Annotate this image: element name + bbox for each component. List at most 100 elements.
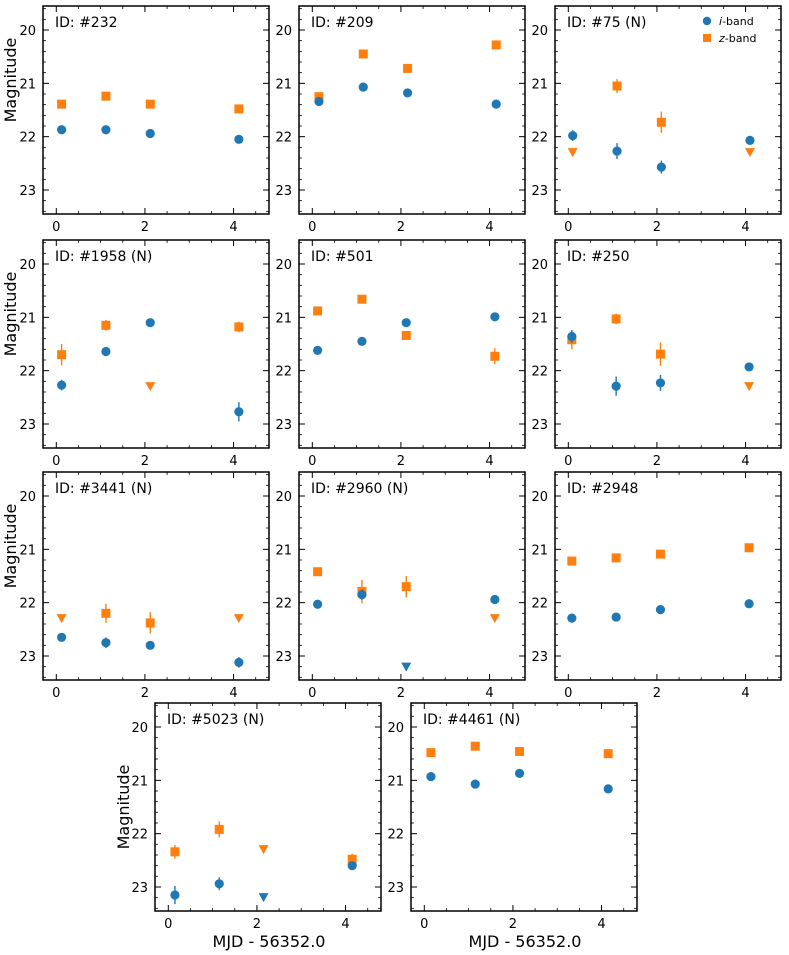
x-tick-label: 2 bbox=[397, 686, 405, 701]
panel-6: 0 2 4 20 21 22 23 ID: #250 bbox=[531, 239, 782, 469]
x-tick-label: 2 bbox=[653, 220, 661, 235]
panel-10: 0 2 4 20 21 22 23 ID: #5023 (N) bbox=[131, 702, 382, 932]
panel-id-label: ID: #1958 (N) bbox=[55, 249, 152, 265]
xlabel-left: MJD - 56352.0 bbox=[213, 932, 326, 951]
x-tick-label: 4 bbox=[485, 220, 493, 235]
x-tick-label: 0 bbox=[308, 220, 316, 235]
i-band-point bbox=[358, 82, 368, 92]
panel-frame bbox=[554, 471, 782, 681]
z-band-point bbox=[470, 741, 480, 751]
x-tick-label: 0 bbox=[52, 686, 60, 701]
y-tick-label: 21 bbox=[275, 543, 292, 558]
y-tick-label: 21 bbox=[19, 77, 36, 92]
i-band-point bbox=[426, 772, 436, 782]
i-band-point bbox=[313, 345, 323, 355]
i-band-point bbox=[744, 599, 754, 609]
z-band-point bbox=[57, 350, 67, 360]
z-band-point bbox=[313, 306, 323, 316]
z-band-point bbox=[611, 314, 621, 324]
z-band-point bbox=[234, 322, 244, 332]
z-band-upper-limit bbox=[567, 148, 578, 158]
z-band-point bbox=[491, 40, 501, 50]
x-tick-label: 2 bbox=[141, 220, 149, 235]
y-tick-label: 21 bbox=[387, 774, 404, 789]
i-band-point bbox=[313, 599, 323, 609]
i-band-point bbox=[234, 657, 244, 668]
legend-label-z: z-band bbox=[718, 32, 756, 45]
y-tick-label: 20 bbox=[387, 721, 404, 736]
i-band-point bbox=[745, 135, 755, 145]
y-tick-label: 23 bbox=[19, 650, 36, 665]
i-band-point bbox=[402, 88, 413, 98]
x-tick-label: 0 bbox=[564, 454, 572, 469]
z-band-point bbox=[145, 99, 155, 109]
i-band-point bbox=[214, 879, 224, 889]
panel-frame bbox=[298, 471, 526, 681]
x-tick-label: 4 bbox=[229, 220, 237, 235]
i-band-point bbox=[145, 318, 155, 328]
z-band-upper-limit bbox=[489, 614, 500, 624]
z-band-point bbox=[101, 91, 111, 101]
i-band-point bbox=[57, 380, 67, 390]
x-tick-label: 4 bbox=[741, 686, 749, 701]
z-band-point bbox=[655, 349, 665, 359]
i-band-point bbox=[357, 590, 367, 600]
y-tick-label: 23 bbox=[387, 881, 404, 896]
y-tick-label: 23 bbox=[275, 418, 292, 433]
z-band-point bbox=[611, 553, 621, 563]
x-tick-label: 2 bbox=[253, 917, 261, 932]
panel-frame bbox=[298, 5, 526, 215]
legend: i-band z-band bbox=[702, 15, 756, 45]
legend-label-i: i-band bbox=[719, 15, 754, 28]
x-tick-label: 4 bbox=[741, 454, 749, 469]
y-tick-label: 20 bbox=[275, 490, 292, 505]
legend-band-suffix: -band bbox=[722, 15, 754, 28]
y-tick-label: 23 bbox=[19, 418, 36, 433]
i-band-point bbox=[357, 336, 367, 346]
i-band-point bbox=[656, 162, 666, 172]
panel-id-label: ID: #2948 bbox=[567, 481, 638, 497]
panel-11: 0 2 4 20 21 22 23 ID: #4461 (N) bbox=[387, 702, 638, 932]
y-tick-label: 20 bbox=[19, 490, 36, 505]
legend-i-marker bbox=[702, 16, 712, 26]
panel-id-label: ID: #5023 (N) bbox=[167, 712, 264, 728]
z-band-upper-limit bbox=[233, 614, 244, 624]
y-tick-label: 22 bbox=[275, 131, 292, 146]
y-tick-label: 20 bbox=[131, 721, 148, 736]
y-tick-label: 20 bbox=[19, 258, 36, 273]
y-tick-label: 22 bbox=[387, 828, 404, 843]
i-band-point bbox=[567, 613, 577, 623]
i-band-point bbox=[655, 378, 666, 388]
i-band-point bbox=[611, 612, 621, 622]
i-band-point bbox=[491, 99, 501, 109]
y-tick-label: 20 bbox=[531, 24, 548, 39]
ylabel-row-1: Magnitude bbox=[1, 38, 20, 123]
i-band-point bbox=[490, 312, 500, 322]
y-tick-label: 22 bbox=[131, 828, 148, 843]
panel-9: 0 2 4 20 21 22 23 ID: #2948 bbox=[531, 471, 782, 701]
x-tick-label: 2 bbox=[653, 454, 661, 469]
x-tick-label: 4 bbox=[229, 454, 237, 469]
z-band-point bbox=[170, 847, 180, 857]
x-tick-label: 4 bbox=[741, 220, 749, 235]
z-band-upper-limit bbox=[56, 614, 67, 624]
x-tick-label: 2 bbox=[397, 220, 405, 235]
i-band-point bbox=[347, 861, 357, 871]
x-tick-label: 2 bbox=[141, 454, 149, 469]
z-band-point bbox=[357, 294, 367, 304]
i-band-point bbox=[611, 381, 621, 391]
i-band-point bbox=[57, 125, 67, 135]
y-tick-label: 22 bbox=[19, 131, 36, 146]
panel-id-label: ID: #2960 (N) bbox=[311, 481, 408, 497]
z-band-point bbox=[403, 63, 413, 73]
y-tick-label: 22 bbox=[19, 365, 36, 380]
panel-4: 0 2 4 20 21 22 23 ID: #1958 (N) bbox=[19, 239, 270, 469]
i-band-point bbox=[490, 594, 500, 605]
i-band-point bbox=[234, 407, 244, 417]
z-band-upper-limit bbox=[744, 382, 755, 392]
y-tick-label: 20 bbox=[275, 24, 292, 39]
z-band-point bbox=[426, 748, 436, 758]
x-tick-label: 2 bbox=[141, 686, 149, 701]
y-tick-label: 20 bbox=[531, 258, 548, 273]
